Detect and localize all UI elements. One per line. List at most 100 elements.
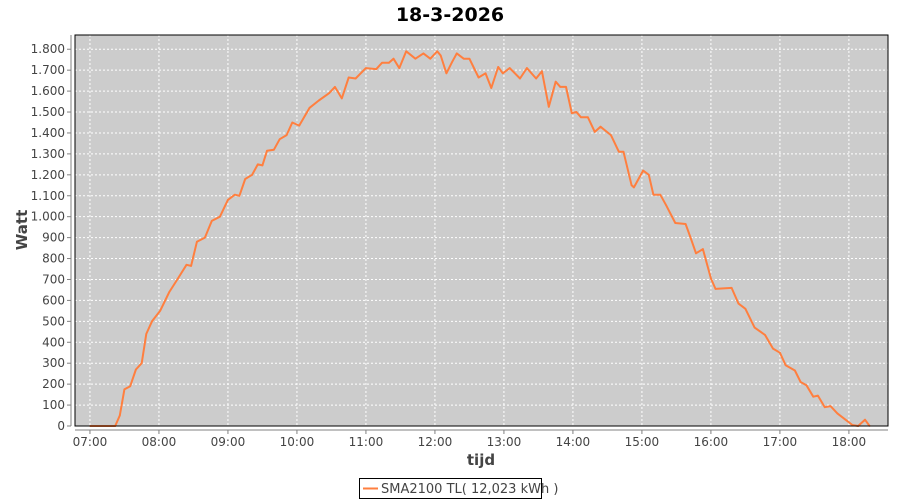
x-tick-label: 11:00 — [349, 435, 384, 449]
data-point — [445, 72, 448, 75]
data-point — [398, 67, 401, 69]
data-point — [261, 164, 264, 167]
data-point — [779, 351, 781, 354]
data-point — [535, 77, 537, 80]
data-point — [659, 193, 662, 196]
data-point — [392, 57, 395, 60]
data-point — [484, 72, 487, 75]
data-point — [490, 87, 493, 89]
data-point — [559, 86, 562, 88]
data-point — [334, 86, 336, 88]
y-tick-label: 600 — [42, 293, 65, 307]
data-point — [308, 107, 311, 109]
data-point — [451, 60, 453, 63]
y-tick-label: 300 — [42, 356, 65, 370]
data-point — [541, 70, 543, 73]
x-tick-label: 14:00 — [556, 435, 591, 449]
plot-area — [75, 35, 888, 426]
data-point — [159, 310, 161, 312]
data-point — [610, 134, 612, 136]
y-tick-label: 1.800 — [31, 42, 65, 56]
data-point — [799, 381, 802, 383]
y-axis-label: Watt — [13, 210, 31, 250]
data-point — [570, 112, 573, 114]
data-point — [823, 406, 826, 408]
y-tick-label: 1.400 — [31, 126, 65, 140]
data-point — [501, 72, 504, 75]
y-tick-label: 900 — [42, 231, 65, 245]
x-tick-label: 18:00 — [832, 435, 867, 449]
data-point — [633, 186, 635, 189]
data-point — [436, 50, 439, 53]
x-axis-ticks: 07:00 08:00 09:00 10:00 11:00 12:00 13:00 14:00… — [73, 430, 867, 449]
data-point — [710, 277, 712, 280]
series-line — [89, 50, 871, 427]
data-point — [674, 222, 677, 224]
data-point — [354, 77, 357, 80]
data-point — [477, 76, 480, 79]
data-point — [381, 62, 383, 64]
data-point — [455, 52, 458, 55]
data-point — [257, 163, 259, 166]
plot-border — [74, 34, 889, 427]
data-point — [772, 347, 774, 350]
data-point — [844, 418, 847, 421]
x-axis-label: tijd — [467, 451, 495, 469]
y-tick-label: 1.200 — [31, 168, 65, 182]
data-point — [829, 405, 832, 407]
y-tick-label: 500 — [42, 314, 65, 328]
y-tick-label: 1.000 — [31, 210, 65, 224]
data-point — [291, 121, 294, 124]
data-point — [652, 193, 655, 196]
data-point — [794, 369, 796, 372]
data-point — [266, 149, 268, 152]
x-tick-label: 08:00 — [142, 435, 177, 449]
data-point — [238, 194, 241, 197]
data-point — [580, 116, 582, 119]
x-tick-label: 09:00 — [211, 435, 246, 449]
y-tick-label: 700 — [42, 272, 65, 286]
data-point — [642, 169, 644, 172]
y-tick-label: 200 — [42, 377, 65, 391]
data-point — [599, 125, 602, 128]
y-tick-label: 400 — [42, 335, 65, 349]
data-point — [817, 394, 819, 397]
data-point — [317, 99, 320, 102]
y-tick-label: 100 — [42, 398, 65, 412]
data-point — [119, 414, 121, 417]
data-point — [593, 131, 596, 133]
x-tick-label: 15:00 — [625, 435, 660, 449]
data-point — [405, 50, 407, 53]
data-point — [565, 86, 567, 88]
data-point — [365, 67, 367, 69]
data-point — [422, 52, 425, 55]
data-point — [196, 241, 198, 243]
x-tick-label: 10:00 — [280, 435, 315, 449]
y-tick-label: 1.700 — [31, 63, 65, 77]
data-point — [784, 364, 787, 367]
data-point — [135, 368, 137, 371]
data-point — [575, 111, 578, 113]
data-point — [519, 77, 521, 80]
data-point — [462, 57, 465, 60]
data-point — [328, 92, 330, 94]
x-tick-label: 13:00 — [487, 435, 522, 449]
data-point — [730, 287, 733, 289]
y-tick-label: 800 — [42, 252, 65, 266]
x-tick-label: 07:00 — [73, 435, 108, 449]
y-tick-label: 0 — [57, 419, 65, 433]
data-point — [244, 178, 246, 180]
data-point — [185, 264, 188, 266]
data-point — [851, 424, 854, 426]
data-point — [414, 57, 417, 60]
data-point — [123, 388, 126, 391]
data-point — [805, 384, 808, 386]
data-point — [648, 174, 650, 176]
y-tick-label: 1.100 — [31, 189, 65, 203]
legend: SMA2100 TL( 12,023 kWh ) — [359, 478, 558, 499]
data-point — [744, 307, 747, 310]
legend-box — [359, 478, 542, 499]
data-point — [836, 412, 839, 415]
data-point — [234, 193, 236, 196]
